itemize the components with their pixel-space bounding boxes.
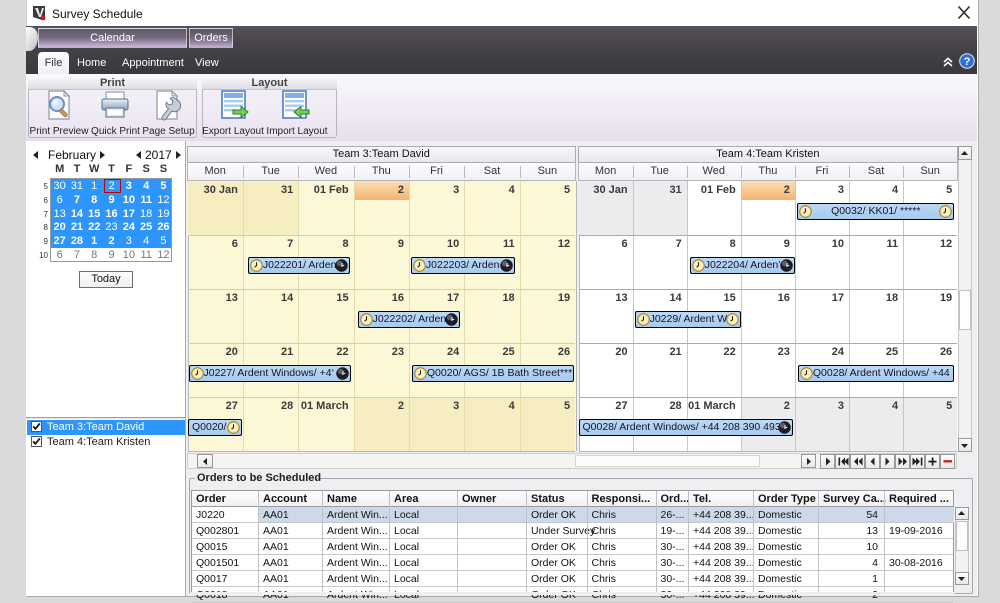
svg-text:?: ? (964, 56, 971, 68)
